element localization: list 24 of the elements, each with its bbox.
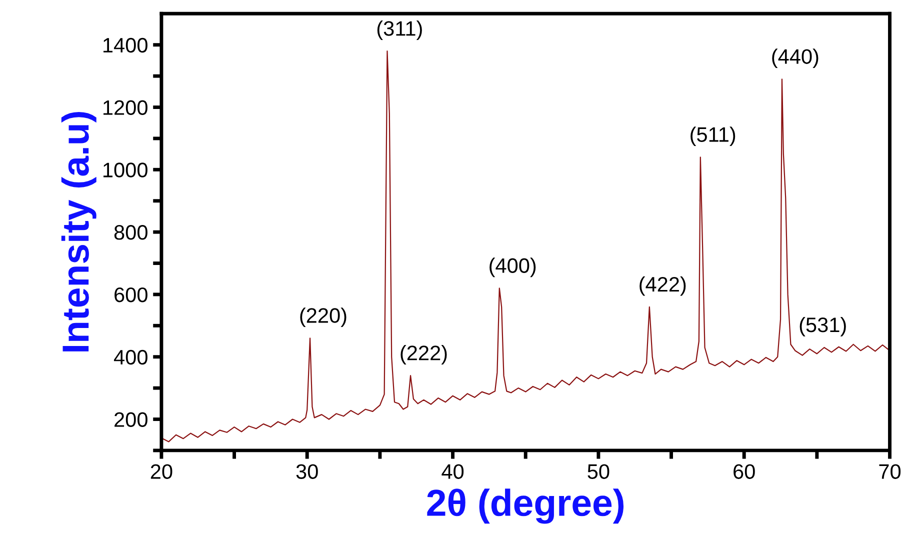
- annotation: (311): [377, 20, 422, 40]
- annotation: (531): [800, 316, 846, 336]
- y-axis-title: Intensity (a.u): [61, 112, 96, 352]
- y-tick-label: 1200: [104, 100, 148, 116]
- y-tick-label: 400: [114, 350, 148, 365]
- x-tick-label: 60: [734, 464, 755, 479]
- annotation: (220): [300, 308, 346, 328]
- x-tick-label: 70: [879, 464, 901, 479]
- x-tick-label: 50: [588, 464, 610, 479]
- x-axis-title: 2θ (degree): [427, 488, 624, 524]
- annotation: (422): [640, 276, 686, 296]
- y-tick-label: 800: [114, 225, 148, 240]
- y-tick-label: 1400: [104, 38, 148, 53]
- y-tick-label: 600: [114, 287, 148, 302]
- annotation: (440): [772, 48, 818, 68]
- x-tick-label: 40: [442, 464, 464, 479]
- y-tick-label: 200: [114, 412, 148, 428]
- x-tick-label: 30: [296, 464, 318, 479]
- annotation: (222): [400, 345, 447, 364]
- y-tick-label: 1000: [104, 162, 148, 178]
- x-tick-label: 20: [150, 464, 172, 479]
- annotation: (511): [690, 126, 736, 146]
- line-series: [161, 50, 890, 442]
- annotation: (400): [490, 258, 536, 278]
